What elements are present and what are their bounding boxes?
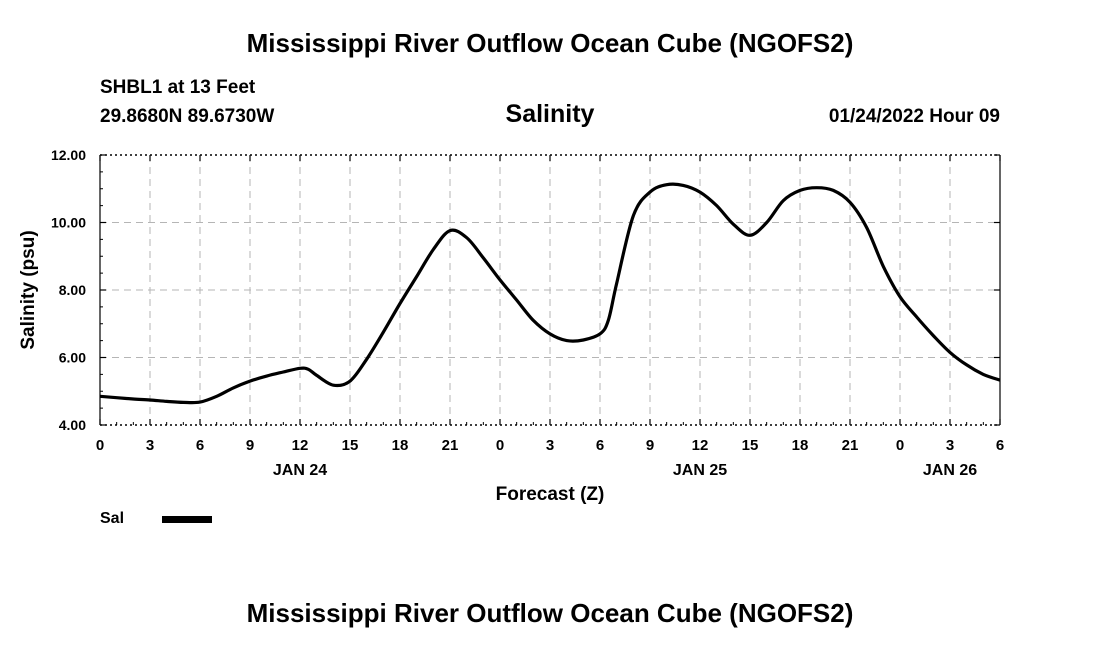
forecast-datetime: 01/24/2022 Hour 09 [828,106,1000,127]
x-tick-label: 15 [742,437,759,454]
x-tick-label: 3 [546,437,554,454]
x-date-label: JAN 24 [273,462,327,479]
x-tick-label: 21 [442,437,459,454]
x-tick-label: 9 [246,437,254,454]
x-tick-label: 0 [496,437,504,454]
x-axis-label: Forecast (Z) [496,484,605,505]
series-line-sal [99,182,1001,405]
x-tick-label: 6 [596,437,604,454]
legend-label: Sal [100,510,125,527]
x-tick-label: 18 [392,437,409,454]
y-axis-label: Salinity (psu) [18,230,39,349]
y-tick-label: 8.00 [59,282,86,298]
x-tick-label: 18 [792,437,809,454]
x-tick-label: 3 [146,437,154,454]
x-tick-label: 6 [996,437,1004,454]
x-tick-label: 9 [646,437,654,454]
x-tick-label: 21 [842,437,859,454]
x-date-label: JAN 25 [673,462,727,479]
x-tick-label: 12 [692,437,709,454]
parameter-title: Salinity [505,100,595,128]
y-tick-label: 12.00 [51,147,86,163]
x-tick-label: 0 [896,437,904,454]
x-axis-ticks: 0 3 6 9 12 15 18 21 0 3 6 9 12 15 18 21 0 3 6 JAN 24 JAN 25 J… [96,155,1004,479]
y-tick-label: 4.00 [59,417,86,433]
x-date-label: JAN 26 [923,462,977,479]
y-tick-label: 10.00 [51,215,86,231]
x-tick-label: 3 [946,437,954,454]
x-tick-label: 12 [292,437,309,454]
y-axis-ticks: 4.00 6.00 8.00 10.00 12.00 [51,147,1000,433]
chart-footer-title: Mississippi River Outflow Ocean Cube (NG… [246,598,854,628]
x-tick-label: 15 [342,437,359,454]
chart-main-title: Mississippi River Outflow Ocean Cube (NG… [246,28,854,58]
grid-lines [100,155,1000,425]
legend-line-swatch [162,516,212,523]
station-label: SHBL1 at 13 Feet [100,77,256,98]
x-tick-label: 0 [96,437,104,454]
series-group [99,182,1001,405]
y-tick-label: 6.00 [59,350,86,366]
coordinates-label: 29.8680N 89.6730W [100,106,275,127]
x-tick-label: 6 [196,437,204,454]
